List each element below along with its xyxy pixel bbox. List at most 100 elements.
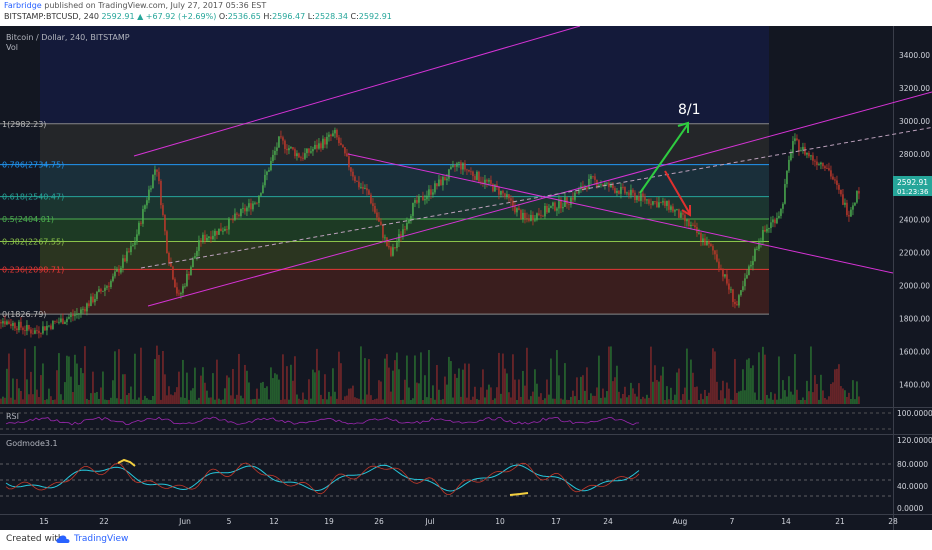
volume-bar — [222, 399, 224, 404]
candle-body — [114, 271, 116, 277]
candle-body — [772, 219, 774, 223]
godmode-tick-label: 40.0000 — [897, 482, 928, 491]
volume-bar — [434, 399, 436, 404]
candle-body — [84, 308, 86, 312]
volume-bar — [546, 379, 548, 404]
volume-bar — [260, 382, 262, 404]
candle-body — [548, 207, 550, 213]
volume-bar — [376, 398, 378, 404]
volume-bar — [72, 392, 74, 404]
candle-body — [524, 212, 526, 219]
candle-body — [236, 213, 238, 215]
candle-body — [278, 136, 280, 148]
candle-body — [414, 200, 416, 203]
descending-trend-line[interactable] — [347, 153, 894, 274]
volume-bar — [54, 399, 56, 404]
candle-body — [658, 202, 660, 208]
candle-body — [684, 214, 686, 222]
volume-bar — [488, 384, 490, 404]
volume-bar — [858, 396, 860, 404]
candle-body — [406, 223, 408, 230]
price-axis[interactable]: 1400.00 1600.00 1800.00 2000.00 2200.00 2400.… — [897, 51, 932, 513]
time-tick-label: 14 — [781, 517, 791, 526]
volume-bar — [162, 350, 164, 404]
volume-bar — [640, 399, 642, 404]
channel-upper-line[interactable] — [133, 25, 581, 157]
volume-bar — [90, 393, 92, 404]
volume-bar — [756, 399, 758, 404]
rsi-pane[interactable] — [0, 409, 893, 433]
volume-bar — [854, 399, 856, 404]
volume-bar — [708, 392, 710, 404]
candle-body — [118, 269, 120, 273]
volume-bar — [304, 399, 306, 404]
volume-bar — [562, 399, 564, 404]
author-link[interactable]: Farbridge — [4, 1, 42, 10]
time-axis[interactable]: 15 22 Jun 5 12 19 26 Jul 10 17 24 Aug 7 14 21 28 — [39, 517, 898, 526]
bullish-arrow[interactable] — [639, 123, 689, 194]
candle-body — [0, 322, 2, 324]
volume-bar — [148, 399, 150, 404]
candle-body — [850, 209, 852, 217]
volume-bar — [216, 359, 218, 404]
volume-bar — [420, 352, 422, 404]
candle-body — [480, 181, 482, 183]
candle-body — [38, 330, 40, 334]
candle-body — [50, 325, 52, 329]
volume-bar — [18, 388, 20, 404]
godmode-highlight — [117, 458, 136, 467]
volume-bar — [672, 399, 674, 404]
tradingview-brand[interactable]: TradingView — [74, 534, 129, 544]
candle-body — [556, 208, 558, 211]
time-tick-label: 10 — [495, 517, 505, 526]
candle-body — [92, 296, 94, 303]
volume-bar — [292, 380, 294, 404]
candle-body — [312, 149, 314, 152]
volume-bar — [410, 399, 412, 404]
trend-channels — [133, 25, 932, 307]
candle-body — [134, 242, 136, 246]
chart-svg[interactable]: 1(2982.23) 0.786(2734.75) 0.618(2540.47) 0.… — [0, 25, 932, 530]
volume-bar — [774, 393, 776, 404]
volume-bar — [738, 391, 740, 404]
candle-body — [728, 283, 730, 290]
volume-bar — [284, 399, 286, 404]
bearish-arrow[interactable] — [664, 170, 691, 215]
candle-body — [814, 160, 816, 162]
ratio-annotation[interactable]: 8/1 — [678, 102, 701, 118]
price-tick-label: 3200.00 — [899, 84, 930, 93]
volume-bar — [144, 395, 146, 404]
volume-bar — [22, 399, 24, 404]
volume-bar — [824, 397, 826, 404]
candle-body — [680, 212, 682, 218]
candle-body — [410, 215, 412, 220]
candle-body — [626, 192, 628, 194]
volume-bar — [590, 393, 592, 404]
volume-bar — [534, 369, 536, 404]
volume-bar — [664, 399, 666, 404]
candle-body — [668, 200, 670, 210]
candle-body — [306, 148, 308, 154]
candle-body — [16, 328, 18, 331]
candle-body — [714, 250, 716, 255]
volume-bar — [592, 395, 594, 404]
volume-bar — [632, 388, 634, 404]
volume-bar — [458, 368, 460, 404]
candle-body — [634, 192, 636, 200]
volume-bar — [842, 388, 844, 404]
price-tick-label: 2200.00 — [899, 249, 930, 258]
volume-bar — [730, 399, 732, 404]
candle-body — [508, 194, 510, 199]
candle-body — [366, 188, 368, 191]
godmode-tick-label: 80.0000 — [897, 460, 928, 469]
volume-bar — [622, 393, 624, 404]
candle-body — [688, 219, 690, 227]
volume-bar — [758, 352, 760, 404]
godmode-pane[interactable] — [0, 436, 893, 514]
chart-area[interactable]: 1(2982.23) 0.786(2734.75) 0.618(2540.47) 0.… — [0, 25, 932, 530]
channel-lower-line[interactable] — [147, 91, 932, 307]
candle-body — [20, 321, 22, 328]
volume-bar — [50, 396, 52, 404]
candle-body — [748, 266, 750, 275]
candle-body — [274, 150, 276, 155]
